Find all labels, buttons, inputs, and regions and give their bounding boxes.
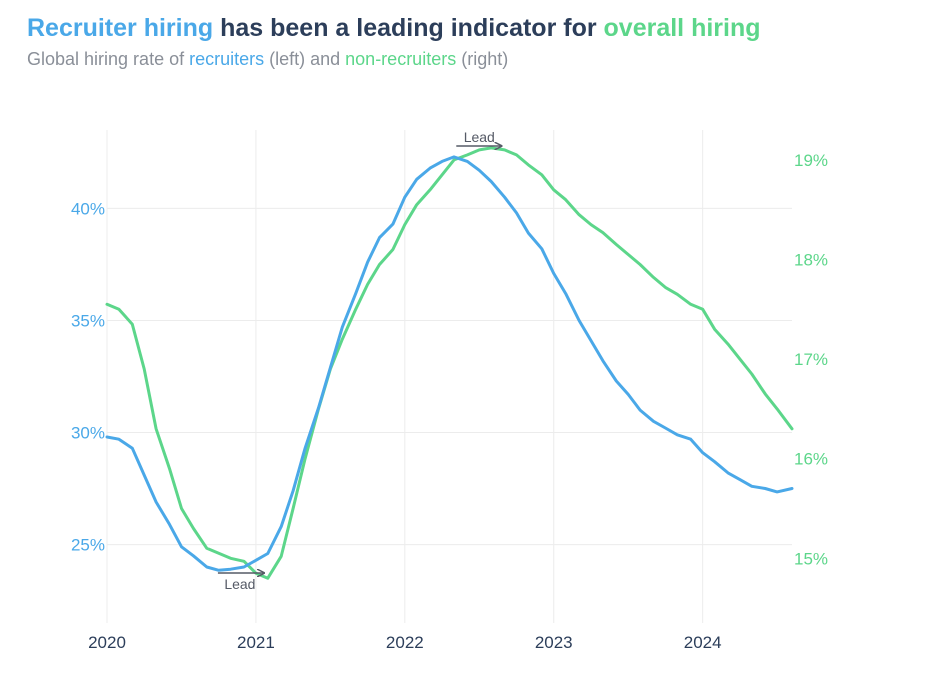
tick-labels: 2020 2021 2022 2023 2024 25% 30% 35% 40% 15% 16% 17… bbox=[71, 151, 828, 652]
title-part-middle: has been a leading indicator for bbox=[213, 14, 604, 42]
x-tick-label: 2020 bbox=[88, 633, 126, 652]
annotations: Lead Lead bbox=[217, 129, 501, 592]
chart-subtitle: Global hiring rate of recruiters (left) … bbox=[27, 49, 508, 70]
x-tick-label: 2023 bbox=[535, 633, 573, 652]
series-line-recruiters bbox=[105, 155, 794, 572]
chart-title: Recruiter hiring has been a leading indi… bbox=[27, 14, 761, 43]
x-tick-label: 2021 bbox=[237, 633, 275, 652]
subtitle-non-recruiters: non-recruiters bbox=[345, 49, 457, 69]
right-tick-label: 17% bbox=[794, 350, 828, 369]
left-tick-label: 40% bbox=[71, 199, 105, 218]
left-tick-label: 30% bbox=[71, 424, 105, 443]
title-part-recruiter-hiring: Recruiter hiring bbox=[27, 14, 214, 42]
series-layer bbox=[105, 146, 794, 580]
left-tick-label: 25% bbox=[71, 536, 105, 555]
grid-lines bbox=[106, 130, 792, 623]
series-line-non-recruiters bbox=[105, 146, 794, 580]
lead-label-high: Lead bbox=[464, 129, 495, 145]
title-part-overall-hiring: overall hiring bbox=[603, 14, 761, 42]
subtitle-part-5: (right) bbox=[456, 49, 509, 69]
right-tick-label: 16% bbox=[794, 450, 828, 469]
subtitle-part-1: Global hiring rate of bbox=[27, 49, 190, 69]
right-tick-label: 18% bbox=[794, 250, 828, 269]
right-tick-label: 19% bbox=[794, 151, 828, 170]
subtitle-part-3: (left) and bbox=[264, 49, 346, 69]
x-tick-label: 2022 bbox=[386, 633, 424, 652]
x-tick-label: 2024 bbox=[684, 633, 722, 652]
right-tick-label: 15% bbox=[794, 549, 828, 568]
left-tick-label: 35% bbox=[71, 311, 105, 330]
lead-label-low: Lead bbox=[224, 576, 255, 592]
subtitle-recruiters: recruiters bbox=[189, 49, 265, 69]
